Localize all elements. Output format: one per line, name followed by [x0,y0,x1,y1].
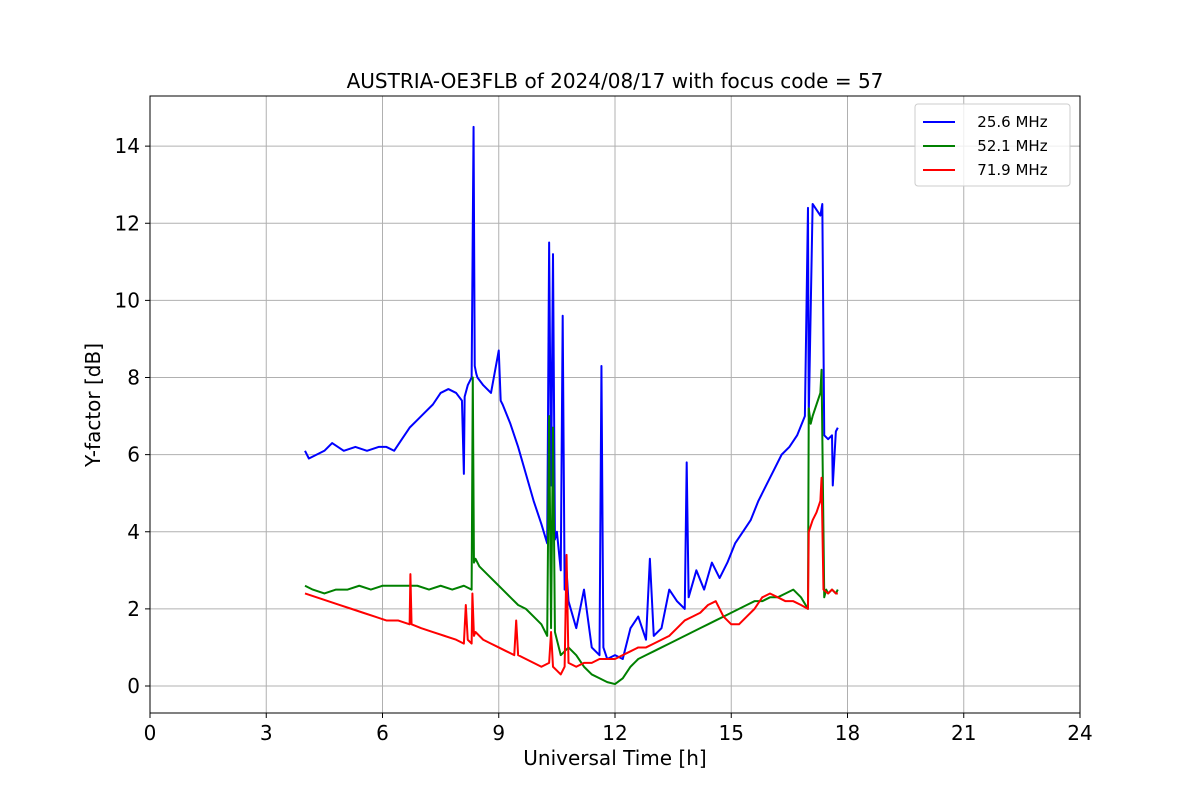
y-tick-label: 12 [115,211,140,235]
series-line-52-1-mhz [304,368,839,686]
x-tick-label: 18 [835,721,860,745]
y-tick-label: 8 [127,366,140,390]
y-tick-label: 2 [127,597,140,621]
legend-label: 71.9 MHz [963,161,1048,179]
x-axis-label: Universal Time [h] [523,746,706,770]
x-tick-label: 12 [602,721,627,745]
legend-label: 25.6 MHz [963,113,1048,131]
y-tick-label: 0 [127,674,140,698]
x-tick-label: 6 [376,721,389,745]
legend-label: 52.1 MHz [963,137,1048,155]
chart-title: AUSTRIA-OE3FLB of 2024/08/17 with focus … [347,69,884,93]
x-tick-label: 15 [719,721,744,745]
y-tick-label: 14 [115,134,140,158]
series-line-71-9-mhz [304,476,838,676]
y-tick-label: 10 [115,288,140,312]
legend: 25.6 MHz 52.1 MHz 71.9 MHz [914,103,1071,187]
x-tick-label: 3 [260,721,273,745]
x-tick-label: 0 [144,721,157,745]
series-group [304,125,839,686]
y-tick-label: 6 [127,443,140,467]
x-tick-label: 9 [492,721,505,745]
x-tick-label: 21 [951,721,976,745]
x-tick-label: 24 [1067,721,1092,745]
y-axis-label: Y-factor [dB] [81,343,105,468]
y-tick-label: 4 [127,520,140,544]
legend-box [914,103,1071,187]
